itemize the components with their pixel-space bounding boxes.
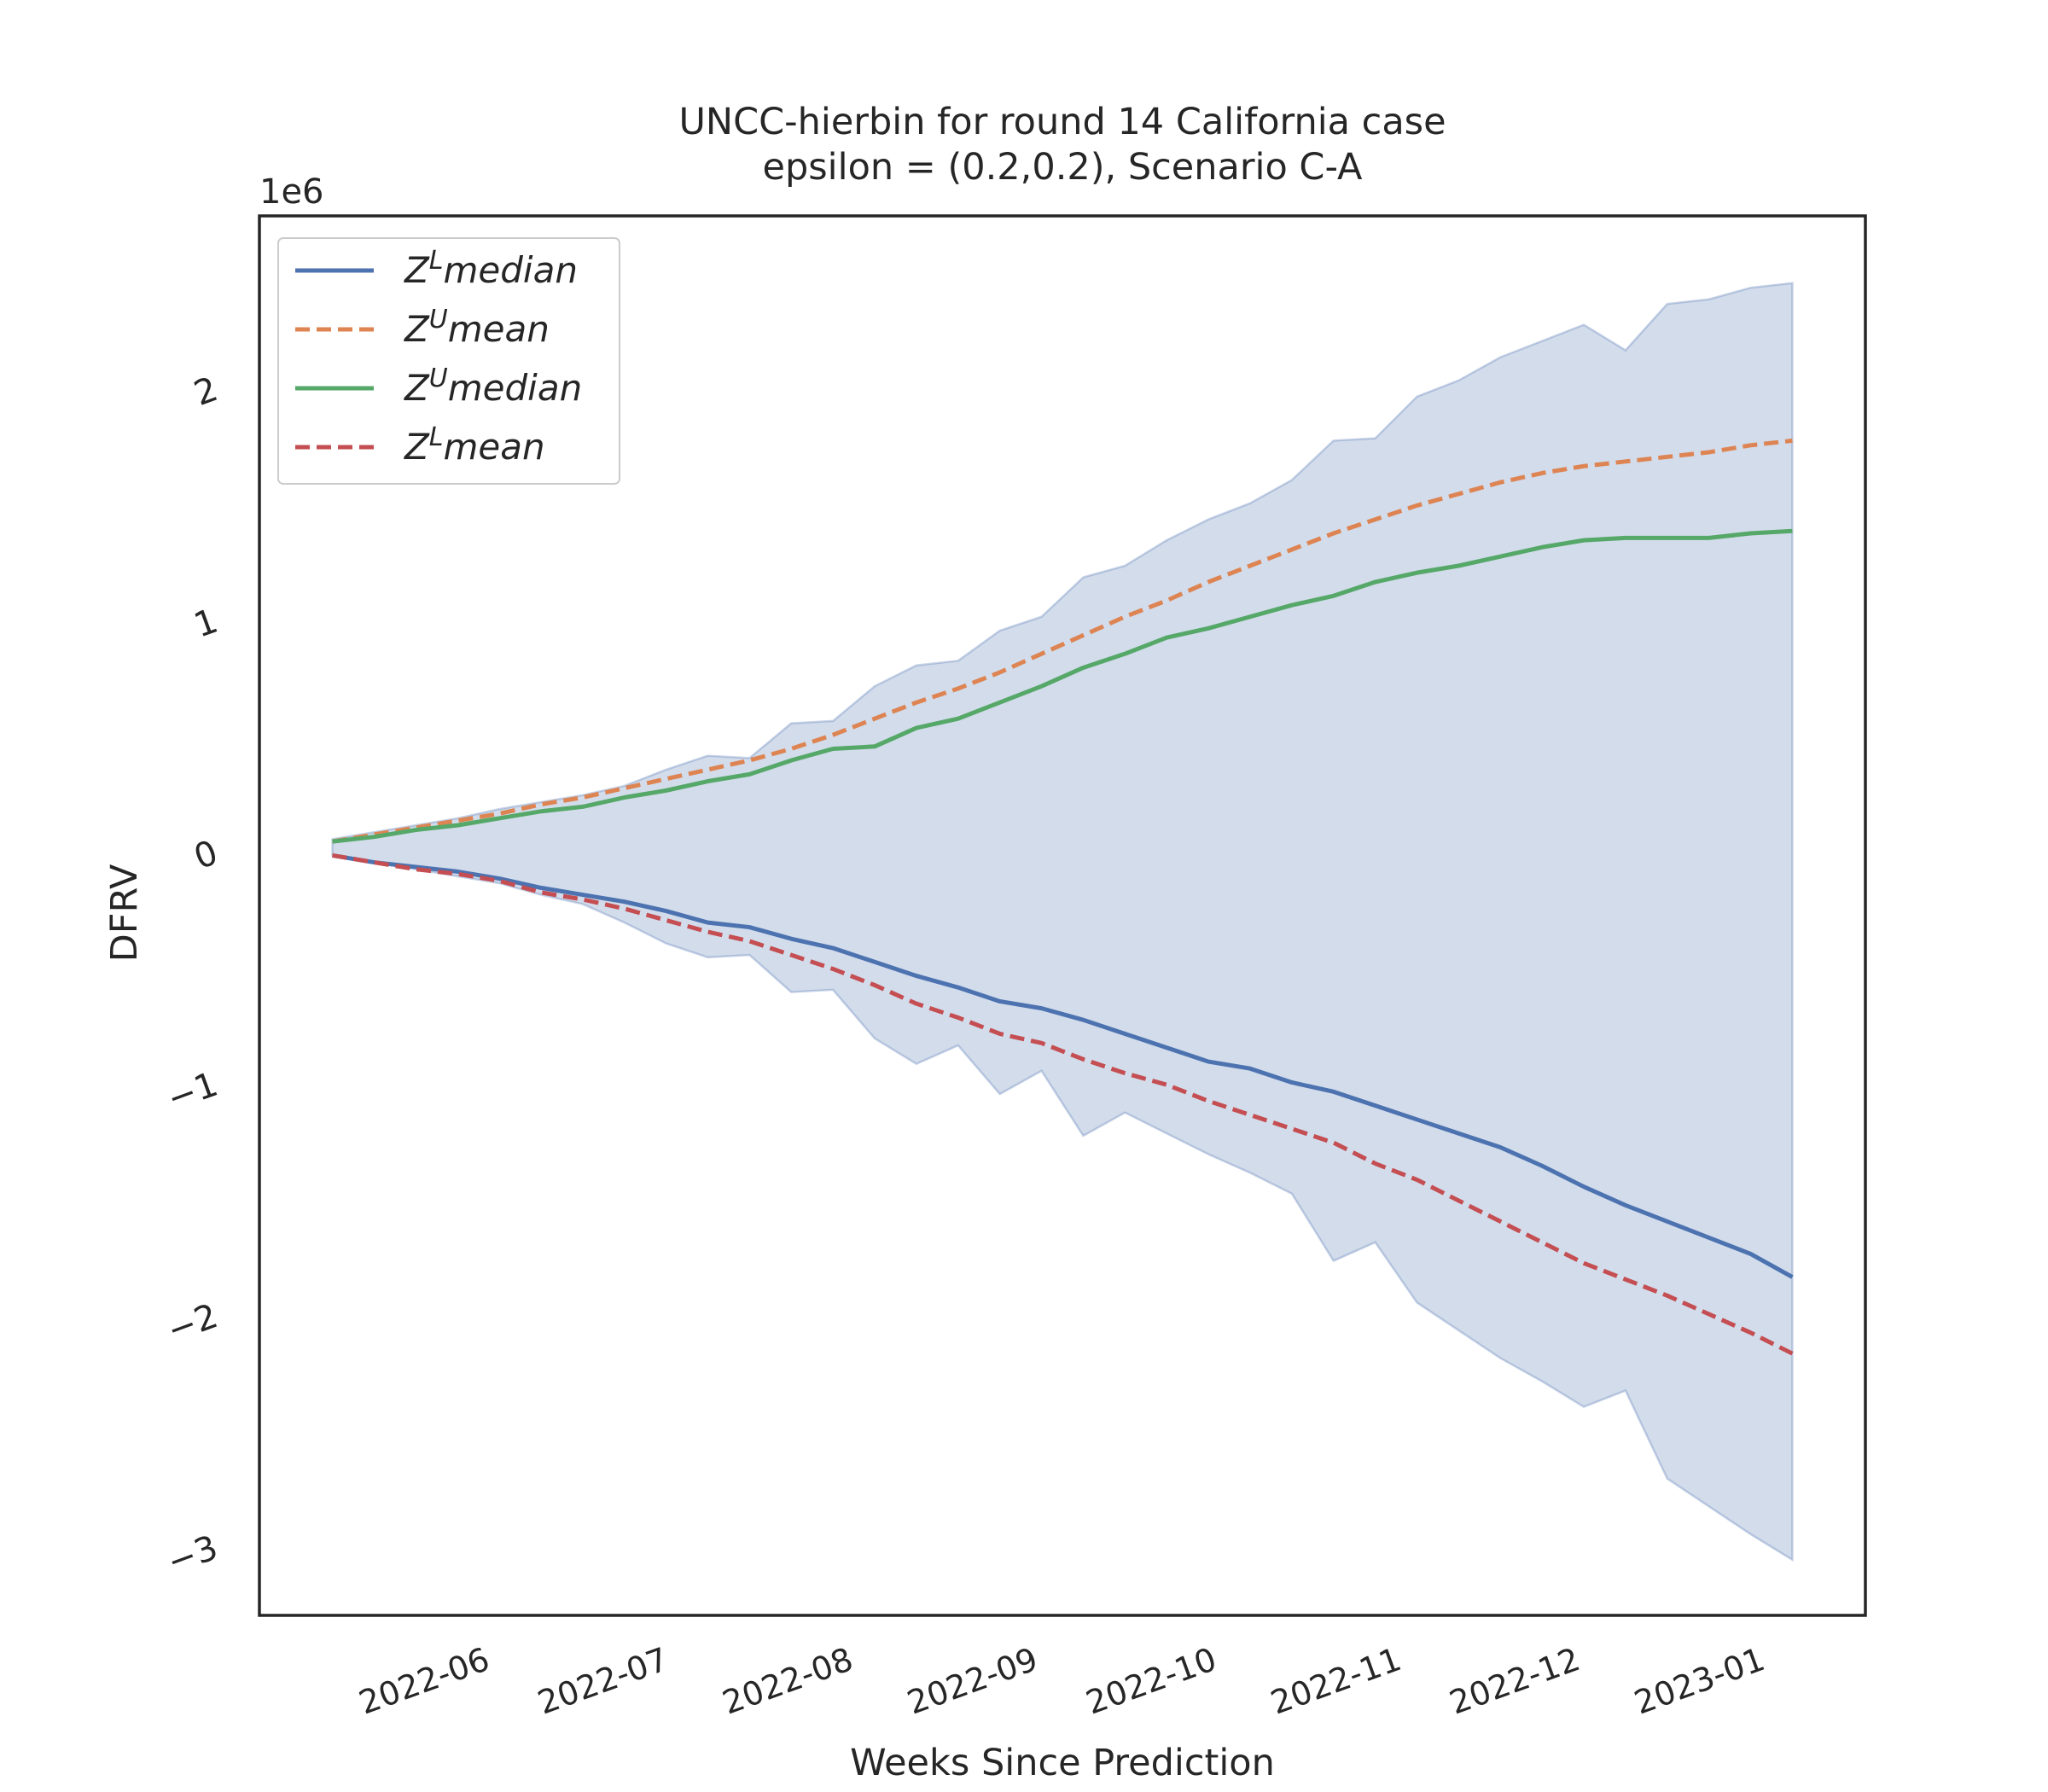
y-tick-label: −2 — [162, 1296, 223, 1350]
plot-frame — [258, 214, 1867, 1617]
x-tick-label: 2022-11 — [1265, 1640, 1405, 1722]
y-tick-label: 0 — [189, 833, 224, 877]
uncertainty-band — [331, 282, 1794, 1562]
x-tick-label: 2022-12 — [1445, 1640, 1585, 1722]
x-axis-label: Weeks Since Prediction — [850, 1742, 1275, 1784]
chart-title: UNCC-hierbin for round 14 California cas… — [678, 101, 1446, 143]
series-line — [332, 528, 1793, 844]
x-tick-label: 2023-01 — [1629, 1640, 1769, 1722]
series-line — [332, 438, 1793, 844]
legend-label: ZUmean — [404, 305, 550, 350]
x-tick-label: 2022-06 — [354, 1640, 494, 1722]
x-tick-label: 2022-07 — [532, 1640, 672, 1722]
x-tick-label: 2022-10 — [1081, 1640, 1221, 1722]
legend-box — [277, 237, 620, 485]
y-tick-label: 1 — [189, 602, 224, 646]
y-axis-label: DFRV — [103, 864, 146, 962]
y-tick-label: −3 — [162, 1528, 223, 1582]
series-line — [332, 852, 1794, 1279]
legend-label: ZLmedian — [404, 246, 578, 291]
series-line — [332, 852, 1794, 1356]
chart-subtitle: epsilon = (0.2,0.2), Scenario C-A — [763, 146, 1363, 189]
y-tick-label: −1 — [162, 1065, 223, 1119]
x-tick-label: 2022-08 — [718, 1640, 858, 1722]
x-tick-label: 2022-09 — [902, 1640, 1042, 1722]
y-tick-label: 2 — [189, 369, 224, 414]
legend-label: ZUmedian — [404, 364, 582, 409]
y-offset-label: 1e6 — [259, 172, 324, 212]
legend-label: ZLmean — [404, 422, 545, 468]
